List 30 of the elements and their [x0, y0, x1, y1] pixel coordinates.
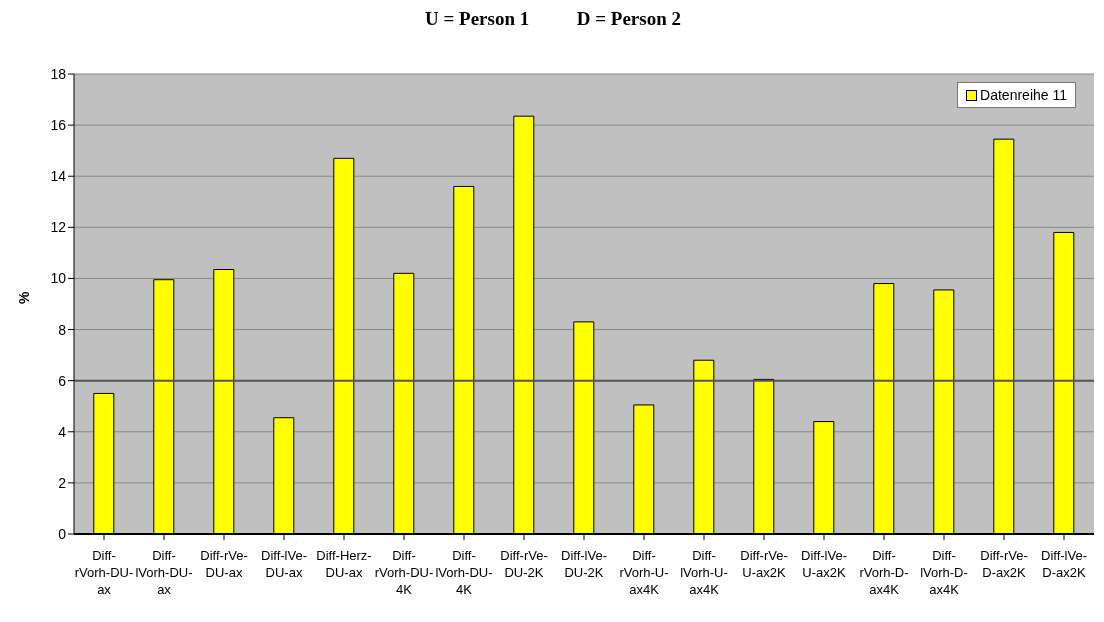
y-tick-label: 12 — [50, 219, 67, 236]
y-axis-title: % — [15, 291, 32, 304]
y-tick-label: 8 — [58, 321, 67, 338]
x-tick-label: Diff-rVe-DU-ax — [200, 548, 248, 580]
x-tick-label: Diff-rVe-D-ax2K — [980, 548, 1028, 580]
chart-title: U = Person 1 D = Person 2 — [424, 8, 682, 31]
x-tick-label: Diff-rVe-DU-2K — [500, 548, 548, 580]
legend-label: Datenreihe 11 — [979, 87, 1067, 103]
y-tick-label: 14 — [50, 168, 67, 185]
y-tick-label: 2 — [58, 474, 67, 491]
x-tick-label: Diff-lVorh-DU-ax — [135, 548, 193, 597]
x-tick-label: Diff-lVorh-D-ax4K — [920, 548, 968, 597]
y-tick-label: 16 — [50, 117, 67, 134]
x-tick-label: Diff-rVorh-D-ax4K — [859, 548, 909, 597]
x-tick-label: Diff-lVe-U-ax2K — [801, 548, 847, 580]
x-tick-label: Diff-rVorh-DU-ax — [74, 548, 134, 597]
x-tick-label: Diff-rVe-U-ax2K — [740, 548, 788, 580]
x-tick-label: Diff-lVorh-DU-4K — [435, 548, 493, 597]
y-tick-label: 4 — [58, 423, 67, 440]
y-tick-label: 6 — [58, 372, 67, 389]
x-tick-label: Diff-rVorh-U-ax4K — [619, 548, 669, 597]
x-tick-label: Diff-lVorh-U-ax4K — [680, 548, 728, 597]
x-tick-label: Diff-lVe-DU-ax — [261, 548, 307, 580]
x-tick-label: Diff-Herz-DU-ax — [316, 548, 372, 580]
y-tick-label: 0 — [58, 525, 67, 542]
x-tick-label: Diff-lVe-D-ax2K — [1041, 548, 1087, 580]
y-tick-label: 18 — [50, 65, 67, 82]
y-tick-label: 10 — [50, 270, 67, 287]
x-tick-label: Diff-rVorh-DU-4K — [374, 548, 434, 597]
x-tick-label: Diff-lVe-DU-2K — [561, 548, 607, 580]
